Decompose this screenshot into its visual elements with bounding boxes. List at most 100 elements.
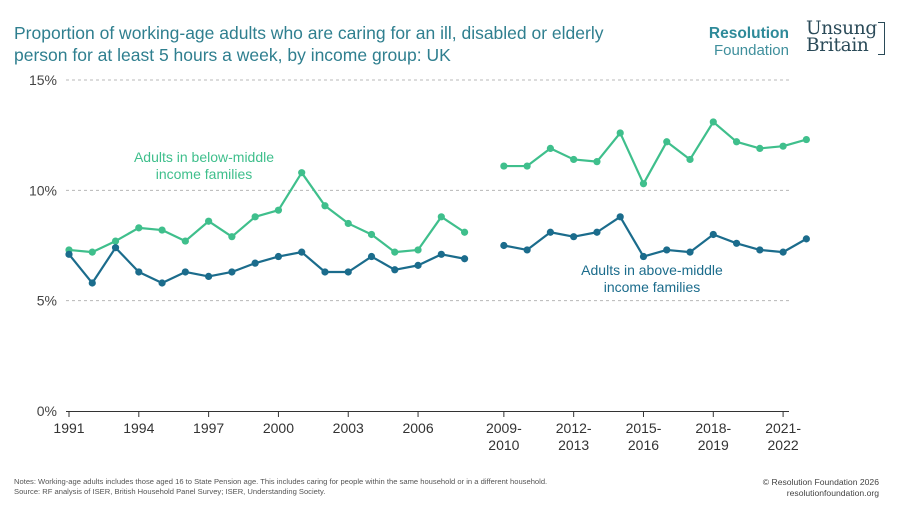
x-tick-label: 2019 — [698, 437, 729, 453]
data-point — [802, 135, 810, 144]
data-point — [205, 272, 213, 280]
source-line: Source: RF analysis of ISER, British Hou… — [14, 487, 326, 496]
data-point — [88, 279, 96, 287]
notes-line: Notes: Working-age adults includes those… — [14, 477, 548, 486]
series-line — [503, 215, 807, 258]
series-label: Adults in below-middle — [134, 149, 274, 165]
data-point — [111, 244, 120, 252]
data-point — [756, 144, 764, 153]
x-tick-label: 2009- — [486, 420, 522, 436]
series-label: income families — [156, 166, 252, 182]
data-point — [414, 246, 422, 254]
x-tick-label: 2022 — [768, 437, 799, 453]
data-point — [205, 217, 213, 225]
y-tick-label: 10% — [29, 182, 57, 198]
chart-credit: © Resolution Foundation 2026 resolutionf… — [763, 477, 879, 499]
title-line-1: Proportion of working-age adults who are… — [14, 23, 604, 43]
x-tick-label: 2015- — [626, 420, 662, 436]
x-tick-label: 1994 — [123, 420, 154, 436]
data-point — [65, 250, 73, 258]
series-below-middle — [65, 118, 810, 256]
title-line-2: person for at least 5 hours a week, by i… — [14, 45, 451, 65]
data-point — [228, 233, 236, 241]
chart-title: Proportion of working-age adults who are… — [14, 22, 694, 66]
data-point — [391, 266, 399, 274]
data-point — [802, 235, 810, 243]
data-point — [639, 252, 648, 261]
chart-notes: Notes: Working-age adults includes those… — [14, 477, 714, 497]
data-point — [639, 180, 648, 188]
data-point — [570, 155, 578, 164]
y-tick-label: 15% — [29, 72, 57, 88]
x-tick-label: 2012- — [556, 420, 592, 436]
data-point — [546, 228, 555, 236]
logo-foundation-word: Foundation — [713, 42, 789, 59]
data-point — [686, 155, 694, 164]
data-point — [779, 142, 787, 150]
data-point — [274, 206, 283, 214]
unsung-britain-logo: Unsung Britain — [806, 18, 885, 56]
website-text: resolutionfoundation.org — [786, 488, 879, 498]
data-point — [391, 248, 399, 256]
data-point — [663, 246, 671, 254]
chart-series — [65, 118, 810, 287]
data-point — [779, 248, 787, 256]
data-point — [663, 138, 671, 146]
data-point — [321, 268, 329, 276]
data-point — [181, 237, 189, 245]
data-point — [344, 268, 352, 276]
data-point — [135, 268, 143, 276]
logo-unsung-word: Unsung — [806, 18, 877, 39]
data-point — [686, 248, 694, 256]
data-point — [523, 246, 531, 254]
x-tick-label: 2016 — [628, 437, 659, 453]
resolution-foundation-logo: Resolution Foundation — [697, 25, 789, 59]
copyright-text: © Resolution Foundation 2026 — [762, 477, 879, 487]
data-point — [593, 158, 601, 166]
data-point — [158, 226, 166, 234]
data-point — [709, 230, 717, 239]
y-tick-label: 5% — [37, 293, 57, 309]
data-point — [616, 213, 624, 221]
data-point — [414, 261, 422, 269]
data-point — [500, 241, 508, 250]
x-tick-label: 1991 — [53, 420, 84, 436]
data-point — [367, 252, 376, 261]
data-point — [298, 169, 306, 177]
x-tick-label: 2010 — [488, 437, 519, 453]
data-point — [111, 237, 120, 245]
data-point — [228, 268, 236, 276]
x-tick-label: 2021- — [765, 420, 801, 436]
data-point — [500, 162, 508, 170]
series-line — [68, 246, 465, 285]
series-above-middle — [65, 213, 810, 287]
data-point — [251, 259, 259, 267]
data-point — [460, 228, 469, 236]
logo-britain-word: Britain — [806, 35, 869, 56]
logo-bracket-mark — [878, 22, 885, 55]
chart-gridlines — [66, 79, 789, 302]
data-point — [593, 228, 601, 236]
data-point — [321, 202, 329, 210]
data-point — [158, 279, 166, 287]
x-tick-label: 2018- — [695, 420, 731, 436]
data-point — [616, 129, 624, 137]
data-point — [274, 252, 283, 261]
data-point — [344, 219, 352, 228]
data-point — [367, 230, 376, 239]
x-tick-label: 2003 — [333, 420, 364, 436]
data-point — [437, 250, 445, 258]
data-point — [135, 224, 143, 232]
data-point — [546, 144, 555, 153]
data-point — [460, 255, 469, 263]
data-point — [570, 233, 578, 241]
x-tick-label: 2006 — [402, 420, 433, 436]
y-tick-label: 0% — [37, 403, 57, 419]
x-tick-label: 1997 — [193, 420, 224, 436]
series-line — [503, 120, 807, 185]
data-point — [437, 213, 445, 221]
data-point — [298, 248, 306, 256]
series-label: income families — [604, 279, 700, 295]
data-point — [709, 118, 717, 126]
